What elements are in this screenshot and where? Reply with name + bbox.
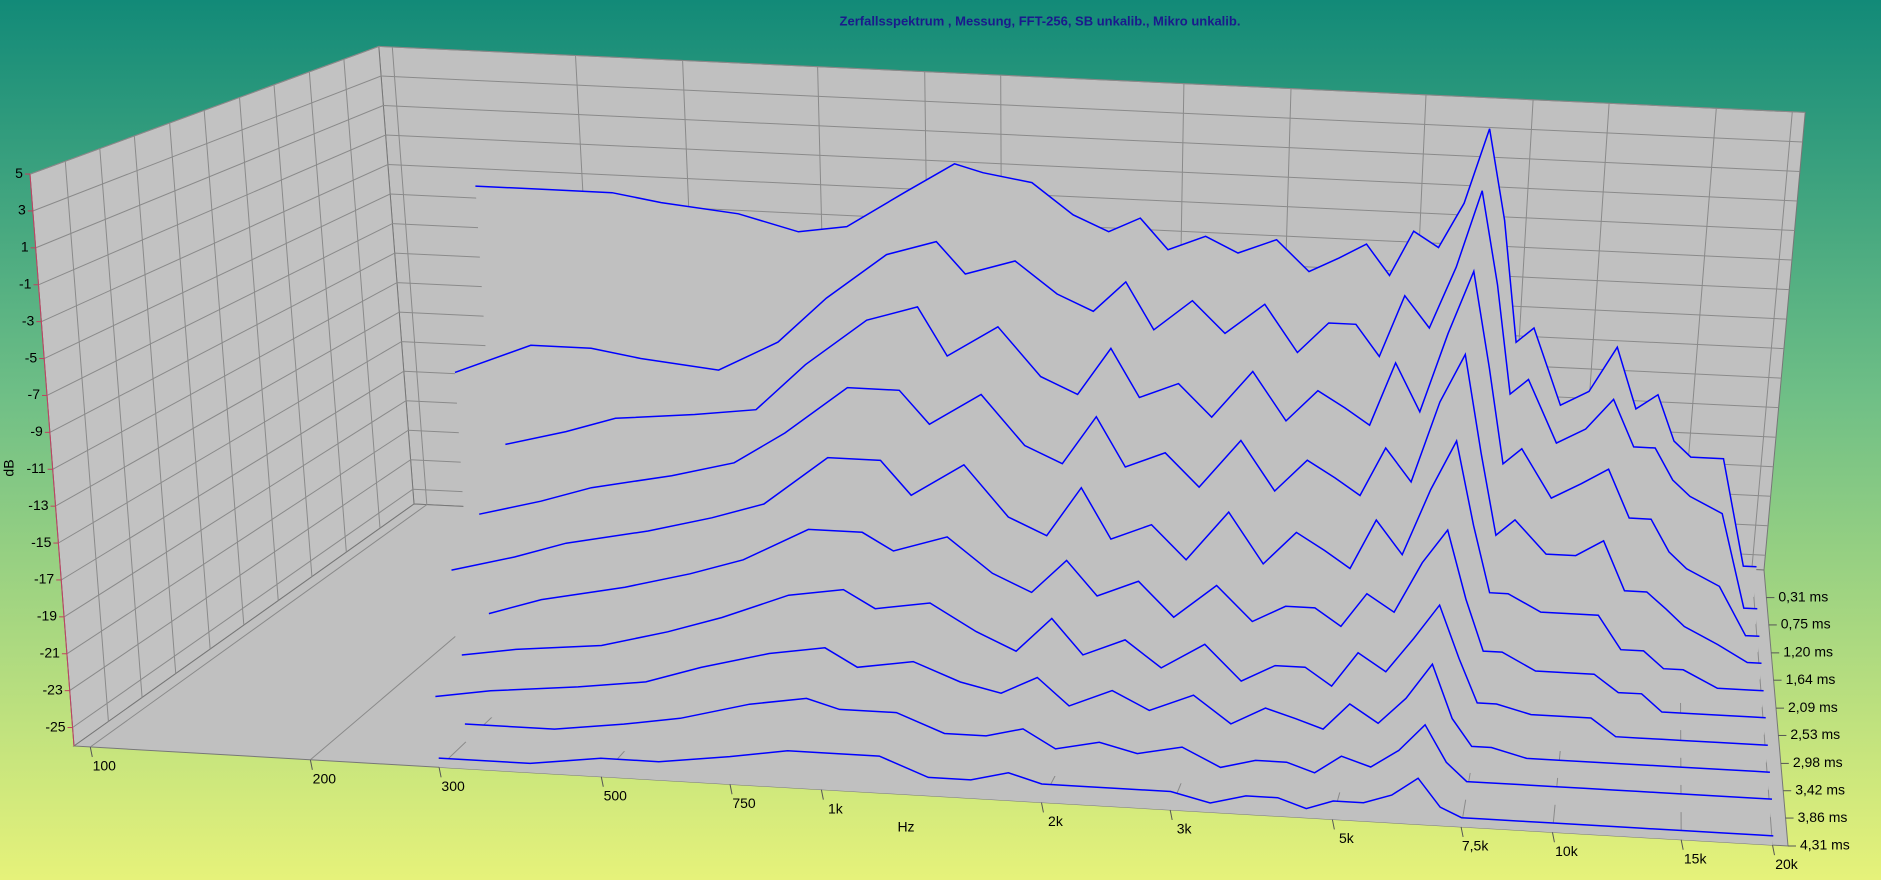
- x-tick: [309, 759, 313, 770]
- slice-line: [464, 697, 1773, 800]
- y-tick-label: -25: [45, 718, 65, 734]
- z-tick-label: 1,20 ms: [1783, 644, 1833, 660]
- y-tick-label: 1: [21, 239, 29, 255]
- grid-line: [90, 47, 428, 748]
- x-tick-label: 500: [604, 787, 628, 803]
- grid-line: [38, 134, 1798, 286]
- x-tick: [820, 789, 824, 800]
- slice-line: [461, 588, 1768, 746]
- slice-line: [438, 750, 1774, 837]
- y-tick-label: -13: [28, 497, 48, 513]
- y-tick-label: -5: [25, 349, 38, 365]
- x-tick-label: 750: [732, 795, 756, 811]
- slice-line: [454, 190, 1758, 610]
- x-tick: [89, 746, 93, 758]
- slice-line: [435, 647, 1770, 773]
- y-tick-label: -3: [22, 312, 35, 328]
- grid-line: [29, 45, 1806, 175]
- x-tick: [438, 767, 442, 778]
- x-tick: [1331, 819, 1335, 830]
- x-tick: [600, 776, 604, 787]
- y-tick-label: -17: [34, 571, 54, 587]
- x-tick: [1680, 839, 1684, 850]
- x-tick: [1551, 832, 1555, 843]
- x-tick-label: 1k: [828, 800, 844, 816]
- grid-line: [43, 193, 1792, 360]
- x-tick-label: 7,5k: [1462, 838, 1489, 854]
- grid-line: [35, 104, 1800, 249]
- x-tick-label: 300: [441, 778, 465, 794]
- grid-line: [99, 148, 143, 698]
- slice-line: [488, 528, 1766, 719]
- slice-fill: [438, 750, 1774, 846]
- y-tick-label: -11: [26, 460, 45, 476]
- chart-title: Zerfallsspektrum , Messung, FFT-256, SB …: [840, 13, 1241, 28]
- y-tick-label: -15: [31, 534, 51, 550]
- grid-line: [343, 59, 381, 529]
- x-tick-label: 20k: [1775, 856, 1799, 872]
- grid-line: [203, 110, 245, 626]
- x-tick-label: 100: [93, 758, 117, 774]
- y-tick-label: -21: [40, 644, 60, 660]
- grid-line: [239, 97, 279, 601]
- z-tick-label: 2,53 ms: [1790, 726, 1840, 742]
- slice-line: [479, 352, 1762, 664]
- slice-fill: [464, 698, 1772, 818]
- y-axis: [29, 174, 75, 747]
- x-axis-label: Hz: [897, 819, 914, 835]
- slice-line: [505, 268, 1760, 638]
- z-tick-label: 3,42 ms: [1795, 781, 1845, 797]
- labels: 5 3 1 -1 -3 -5 -7 -9 -11 -13 -15 -17 -19 -21 -23 -25 100…: [15, 165, 1850, 872]
- x-tick: [1040, 802, 1044, 813]
- z-tick-label: 0,31 ms: [1778, 588, 1828, 604]
- slice-line: [451, 438, 1764, 692]
- z-tick-label: 1,64 ms: [1786, 671, 1836, 687]
- slices: [435, 128, 1774, 846]
- z-tick-label: 0,75 ms: [1781, 616, 1831, 632]
- x-tick: [1460, 826, 1464, 838]
- z-tick-label: 4,31 ms: [1800, 837, 1850, 853]
- x-tick: [1772, 844, 1775, 856]
- z-tick-label: 2,09 ms: [1788, 699, 1838, 715]
- slice-line: [475, 128, 1757, 568]
- x-tick: [1169, 809, 1173, 821]
- grid-line: [64, 161, 109, 722]
- y-tick-label: -23: [43, 681, 63, 697]
- y-tick-label: -19: [37, 608, 57, 624]
- grid-line: [41, 163, 1795, 323]
- grid-line: [32, 75, 1803, 212]
- y-tick-label: -1: [19, 275, 32, 291]
- grid-line: [308, 71, 347, 553]
- y-tick-label: -7: [28, 386, 41, 402]
- grid-line: [169, 122, 211, 650]
- x-tick-label: 10k: [1555, 843, 1579, 859]
- x-tick-label: 15k: [1684, 850, 1708, 866]
- grid-line: [273, 84, 313, 577]
- z-tick-label: 2,98 ms: [1793, 754, 1843, 770]
- x-tick-label: 2k: [1048, 813, 1064, 829]
- x-tick-label: 3k: [1177, 821, 1193, 837]
- y-tick-label: 5: [15, 165, 23, 181]
- y-axis-label: dB: [1, 459, 17, 476]
- x-tick-label: 5k: [1339, 830, 1355, 846]
- y-tick-label: 3: [18, 202, 26, 218]
- z-tick-label: 3,86 ms: [1798, 809, 1848, 825]
- x-tick: [729, 784, 733, 795]
- x-tick-label: 200: [313, 770, 337, 786]
- grid-line: [133, 135, 177, 674]
- y-tick-label: -9: [30, 423, 43, 439]
